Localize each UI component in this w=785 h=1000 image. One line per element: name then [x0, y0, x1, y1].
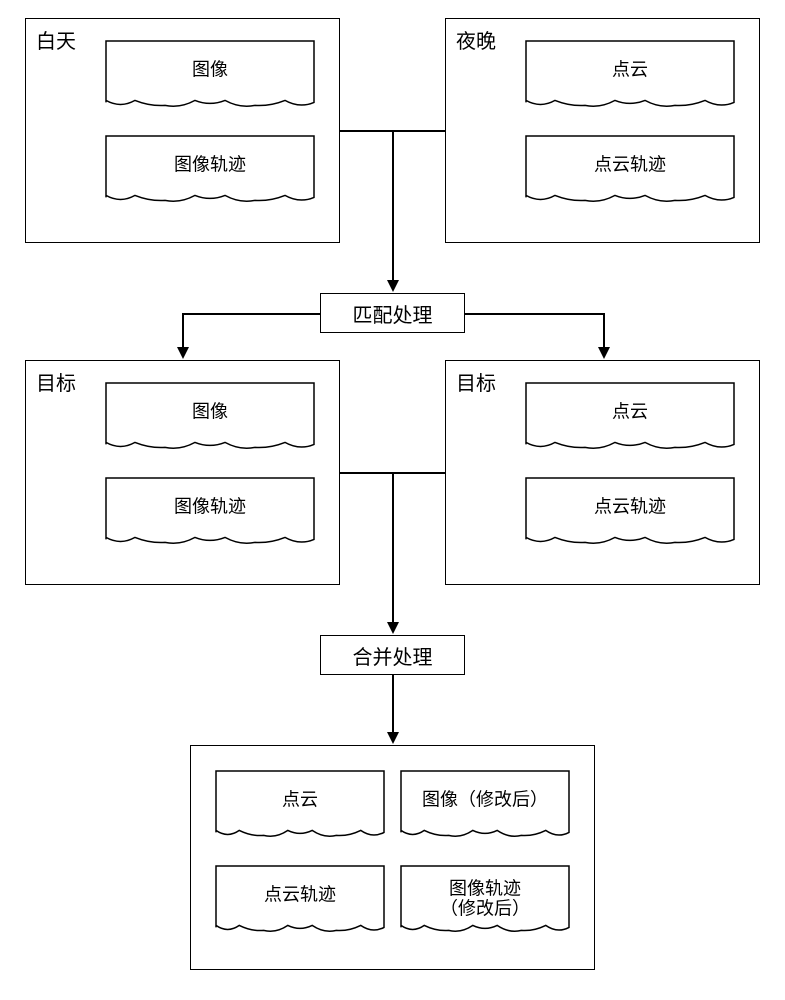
connector-c5	[465, 313, 603, 315]
doc-b3: 点云轨迹	[215, 865, 385, 945]
doc-tr2: 点云轨迹	[525, 135, 735, 215]
connector-c6	[182, 313, 184, 347]
arrow-a7	[598, 347, 610, 359]
doc-label-tl1: 图像	[105, 60, 315, 81]
doc-tl1: 图像	[105, 40, 315, 120]
doc-label-ml1: 图像	[105, 402, 315, 423]
doc-label-b2: 图像（修改后）	[400, 790, 570, 811]
container-label-topLeft: 白天	[36, 25, 76, 54]
doc-tl2: 图像轨迹	[105, 135, 315, 215]
arrow-a10	[387, 732, 399, 744]
doc-label-b3: 点云轨迹	[215, 885, 385, 906]
doc-mr1: 点云	[525, 382, 735, 462]
connector-c10	[392, 675, 394, 732]
doc-b2: 图像（修改后）	[400, 770, 570, 850]
arrow-a9	[387, 622, 399, 634]
arrow-a6	[177, 347, 189, 359]
doc-mr2: 点云轨迹	[525, 477, 735, 557]
process-match: 匹配处理	[320, 293, 465, 333]
doc-label-ml2: 图像轨迹	[105, 497, 315, 518]
doc-ml1: 图像	[105, 382, 315, 462]
container-label-midRight: 目标	[456, 367, 496, 396]
doc-tr1: 点云	[525, 40, 735, 120]
connector-c9	[392, 472, 394, 622]
process-merge: 合并处理	[320, 635, 465, 675]
doc-label-b4: 图像轨迹（修改后）	[400, 878, 570, 919]
connector-c7	[603, 313, 605, 347]
diagram-canvas: 白天夜晚目标目标图像图像轨迹点云点云轨迹图像图像轨迹点云点云轨迹点云图像（修改后…	[0, 0, 785, 1000]
connector-c4	[182, 313, 320, 315]
connector-c2	[392, 130, 394, 280]
doc-ml2: 图像轨迹	[105, 477, 315, 557]
doc-label-mr1: 点云	[525, 402, 735, 423]
container-label-topRight: 夜晚	[456, 25, 496, 54]
doc-b1: 点云	[215, 770, 385, 850]
doc-label-b1: 点云	[215, 790, 385, 811]
doc-b4: 图像轨迹（修改后）	[400, 865, 570, 945]
arrow-a2	[387, 280, 399, 292]
doc-label-mr2: 点云轨迹	[525, 497, 735, 518]
doc-label-tr2: 点云轨迹	[525, 155, 735, 176]
doc-label-tr1: 点云	[525, 60, 735, 81]
doc-label-tl2: 图像轨迹	[105, 155, 315, 176]
container-label-midLeft: 目标	[36, 367, 76, 396]
